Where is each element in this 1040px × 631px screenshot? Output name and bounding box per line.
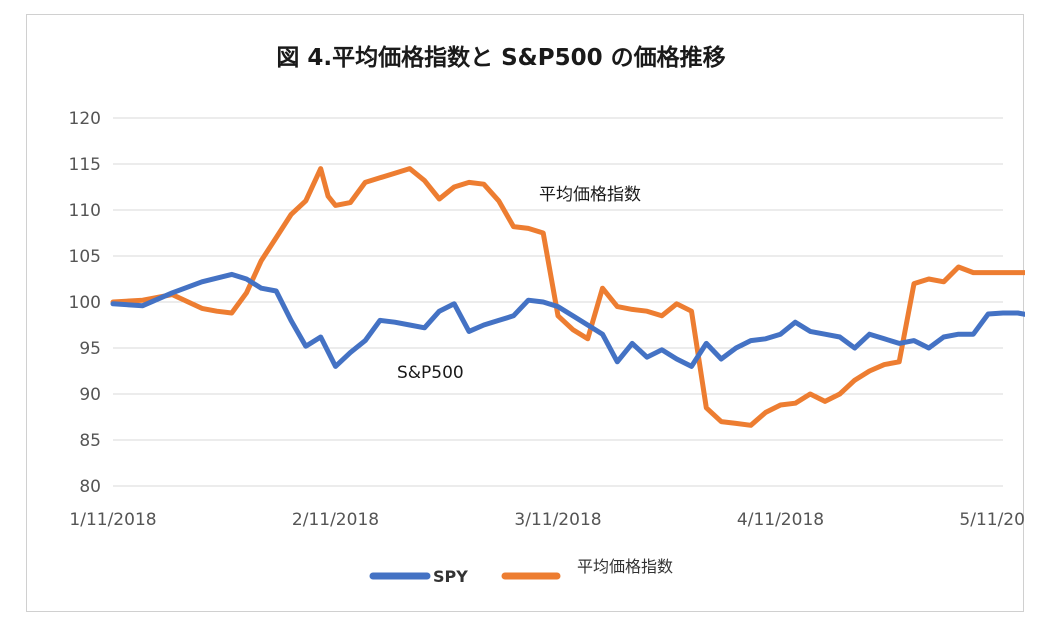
y-tick-label: 80 — [79, 477, 101, 497]
x-tick-label: 4/11/2018 — [737, 510, 824, 530]
chart-title: 図 4.平均価格指数と S&P500 の価格推移 — [276, 44, 725, 71]
y-tick-label: 105 — [69, 247, 101, 267]
line-chart: 図 4.平均価格指数と S&P500 の価格推移 80 85 90 95 100 105 1… — [69, 44, 1025, 586]
y-tick-label: 115 — [69, 155, 101, 175]
annotation-sp500: S&P500 — [397, 363, 464, 383]
legend-label-average-price-index: 平均価格指数 — [577, 557, 673, 576]
y-tick-label: 85 — [79, 431, 101, 451]
annotation-average-price-index: 平均価格指数 — [539, 185, 641, 205]
x-tick-label: 5/11/2018 — [959, 510, 1025, 530]
x-axis-ticks: 1/11/2018 2/11/2018 3/11/2018 4/11/2018 5/11… — [69, 510, 1025, 530]
x-tick-label: 1/11/2018 — [69, 510, 156, 530]
y-axis-ticks: 80 85 90 95 100 105 110 115 120 — [69, 109, 101, 497]
legend: SPY 平均価格指数 — [369, 557, 673, 586]
series-line-spy — [110, 271, 1025, 369]
x-tick-label: 2/11/2018 — [292, 510, 379, 530]
y-tick-label: 90 — [79, 385, 101, 405]
series-layer — [110, 166, 1025, 428]
y-tick-label: 95 — [79, 339, 101, 359]
legend-label-spy: SPY — [433, 567, 468, 586]
y-tick-label: 100 — [69, 293, 101, 313]
y-tick-label: 110 — [69, 201, 101, 221]
x-tick-label: 3/11/2018 — [514, 510, 601, 530]
chart-frame: 図 4.平均価格指数と S&P500 の価格推移 80 85 90 95 100 105 1… — [26, 14, 1025, 612]
series-line-average-price-index — [110, 166, 1025, 428]
y-tick-label: 120 — [69, 109, 101, 129]
